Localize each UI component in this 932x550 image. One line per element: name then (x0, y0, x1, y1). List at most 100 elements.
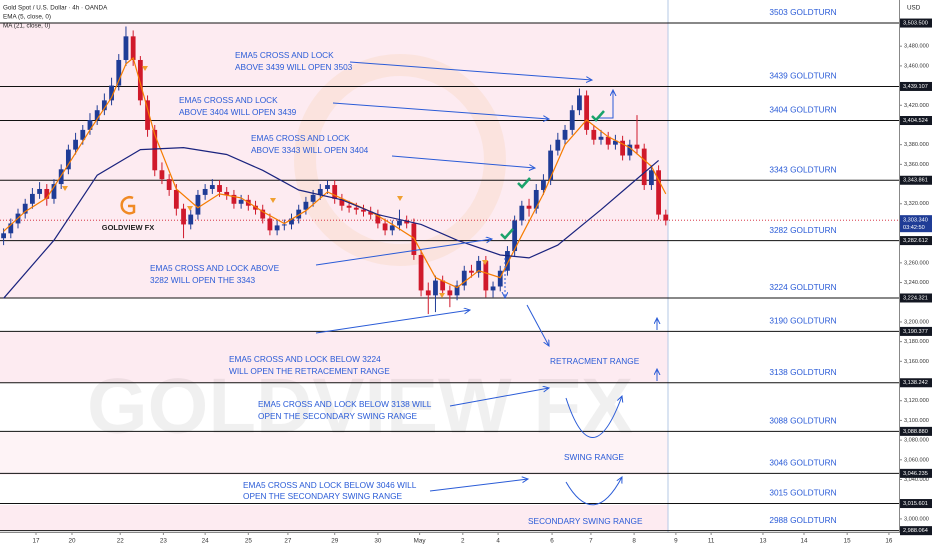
level-label-box (900, 175, 932, 185)
level-label-box (900, 293, 932, 303)
candle-body (159, 170, 165, 180)
level-label-box (900, 468, 932, 478)
candle-body (627, 144, 633, 156)
candle-body (634, 144, 640, 149)
candle-body (577, 95, 582, 111)
candle-body (166, 179, 172, 190)
y-tick-label: 3,200.000 (904, 319, 929, 325)
x-tick-label: 7 (589, 538, 593, 545)
y-tick-label: 3,080.000 (904, 438, 929, 444)
level-label: 3,190.377 (903, 329, 928, 335)
y-tick-label: 3,120.000 (904, 398, 929, 404)
level-name: 3138 GOLDTURN (769, 367, 836, 377)
candle-body (533, 189, 539, 209)
annotation: EMA5 CROSS AND LOCK ABOVE (150, 263, 280, 273)
annotation: ABOVE 3343 WILL OPEN 3404 (251, 145, 369, 155)
level-name: 3190 GOLDTURN (769, 316, 836, 326)
x-tick-label: 17 (32, 538, 40, 545)
candle-body (447, 290, 453, 296)
y-tick-label: 3,160.000 (904, 359, 929, 365)
level-name: 3088 GOLDTURN (769, 416, 836, 426)
candle-body (497, 270, 503, 287)
annotation: OPEN THE SECONDARY SWING RANGE (258, 411, 418, 421)
level-label: 3,088.880 (903, 429, 928, 435)
level-label-box (900, 81, 932, 91)
annotation: EMA5 CROSS AND LOCK BELOW 3138 WILL (258, 399, 432, 409)
axes: 3,480.000 3,460.000 3,420.000 3,380.000 3,36… (32, 18, 932, 545)
candle-body (433, 280, 438, 296)
watermark: GOLDVIEW FX (87, 362, 633, 450)
candle-body (80, 129, 86, 140)
candle-body (425, 290, 431, 296)
annotation: ABOVE 3404 WILL OPEN 3439 (179, 107, 297, 117)
annotation: EMA5 CROSS AND LOCK (251, 133, 350, 143)
x-tick-label: 20 (68, 538, 76, 545)
candle-body (483, 260, 489, 291)
level-name: 2988 GOLDTURN (769, 515, 836, 525)
candle-body (188, 214, 194, 225)
candle-body (548, 150, 554, 181)
level-name: 3503 GOLDTURN (769, 7, 836, 17)
logo-text: GOLDVIEW FX (102, 223, 155, 232)
candle-body (281, 224, 287, 226)
candle-body (404, 220, 410, 224)
candle-body (656, 170, 661, 215)
candle-body (195, 194, 201, 215)
plot (1, 26, 669, 315)
level-name: 3046 GOLDTURN (769, 458, 836, 468)
candle-body (101, 100, 107, 111)
candle-body (361, 209, 366, 212)
annotation: EMA5 CROSS AND LOCK (179, 95, 278, 105)
candle-body (368, 211, 374, 215)
candle-body (591, 129, 597, 140)
x-tick-label: 4 (496, 538, 500, 545)
candle-body (310, 194, 316, 202)
candle-body (145, 100, 150, 130)
x-tick-label: 8 (632, 538, 636, 545)
level-label-box (900, 526, 932, 536)
x-tick-label: 13 (759, 538, 767, 545)
candle-body (274, 225, 280, 231)
candle-body (224, 191, 230, 195)
annotation: OPEN THE SECONDARY SWING RANGE (243, 491, 403, 501)
candle-body (29, 193, 35, 204)
y-tick-label: 3,480.000 (904, 44, 929, 50)
y-tick-label: 3,420.000 (904, 103, 929, 109)
candle-body (562, 129, 568, 140)
candle-body (584, 95, 590, 130)
chart-title: Gold Spot / U.S. Dollar · 4h · OANDA (3, 5, 108, 12)
candle-body (389, 225, 395, 231)
x-tick-label: 22 (117, 538, 125, 545)
x-tick-label: 25 (245, 538, 253, 545)
candle-body (202, 188, 208, 195)
x-tick-label: 23 (160, 538, 168, 545)
legend-entry: MA (21, close, 0) (3, 23, 50, 30)
candle-body (519, 205, 525, 221)
candle-body (526, 205, 532, 209)
candle-body (238, 199, 244, 204)
x-tick-label: 2 (461, 538, 465, 545)
candle-body (173, 189, 179, 209)
annotations: EMA5 CROSS AND LOCK ABOVE 3439 WILL OPEN… (150, 50, 643, 526)
candle-body (87, 120, 93, 130)
y-tick-label: 3,260.000 (904, 260, 929, 266)
candle-body (541, 180, 546, 190)
x-tick-label: 16 (885, 538, 893, 545)
y-tick-label: 3,320.000 (904, 201, 929, 207)
candle-body (461, 270, 467, 286)
candle-body (44, 188, 50, 199)
candle-body (332, 185, 338, 199)
candle-body (555, 139, 561, 151)
candle-body (512, 220, 518, 252)
level-label-box (900, 426, 932, 436)
y-tick-label: 3,000.000 (904, 516, 929, 522)
level-label: 3,046.235 (903, 471, 928, 477)
candle-body (267, 218, 273, 231)
level-label-box (900, 18, 932, 28)
x-tick-label: 14 (800, 538, 808, 545)
x-tick-label: 9 (674, 538, 678, 545)
candle-body (130, 36, 136, 60)
level-label-box (900, 499, 932, 509)
y-tick-label: 3,100.000 (904, 418, 929, 424)
